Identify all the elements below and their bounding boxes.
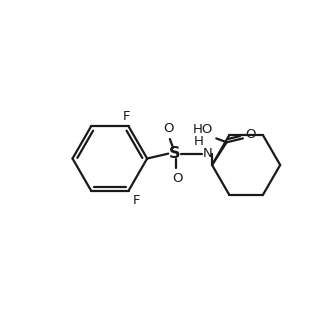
Text: H: H (194, 135, 204, 148)
Text: O: O (173, 172, 183, 185)
Text: O: O (163, 122, 174, 135)
Text: F: F (133, 194, 140, 207)
Text: O: O (246, 128, 256, 141)
Text: HO: HO (193, 123, 214, 136)
Text: N: N (202, 147, 212, 160)
Text: S: S (169, 146, 181, 161)
Text: F: F (123, 110, 131, 123)
